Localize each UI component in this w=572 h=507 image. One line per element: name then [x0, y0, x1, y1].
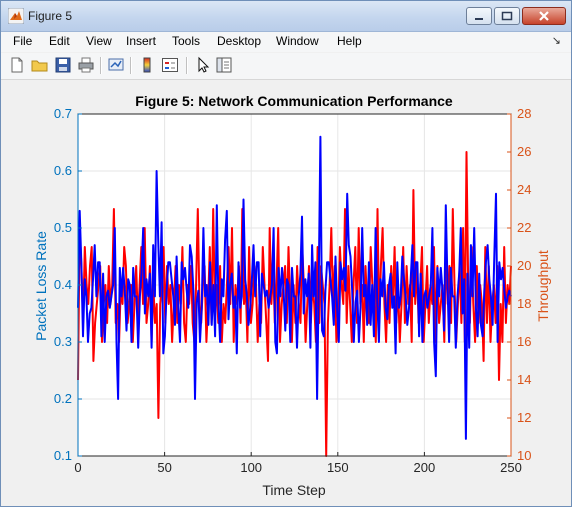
matlab-logo-icon	[8, 8, 24, 24]
right-y-axis-label: Throughput	[535, 250, 551, 322]
menu-desktop[interactable]: Desktop	[217, 34, 262, 48]
left-y-tick-label: 0.5	[54, 220, 72, 235]
title-bar[interactable]: Figure 5	[1, 1, 571, 32]
property-inspector-icon[interactable]	[215, 56, 233, 74]
maximize-icon	[501, 11, 513, 21]
left-y-axis-label: Packet Loss Rate	[33, 231, 49, 341]
x-tick-label: 0	[74, 460, 81, 475]
minimize-button[interactable]	[466, 7, 492, 25]
x-tick-label: 150	[327, 460, 349, 475]
left-y-tick-label: 0.2	[54, 391, 72, 406]
right-y-tick-label: 22	[517, 220, 531, 235]
open-file-icon[interactable]	[31, 56, 49, 74]
toolbar-separator	[186, 57, 188, 74]
print-icon[interactable]	[77, 56, 95, 74]
x-axis-label: Time Step	[262, 482, 325, 498]
x-tick-label: 100	[240, 460, 262, 475]
close-icon	[539, 11, 549, 21]
save-icon[interactable]	[54, 56, 72, 74]
left-y-tick-label: 0.1	[54, 448, 72, 463]
left-y-tick-label: 0.3	[54, 334, 72, 349]
pointer-icon[interactable]	[194, 56, 212, 74]
x-tick-label: 200	[414, 460, 436, 475]
right-y-tick-label: 28	[517, 106, 531, 121]
right-y-tick-label: 24	[517, 182, 531, 197]
menu-window[interactable]: Window	[276, 34, 319, 48]
x-axis: 0 50 100 150 200 250	[74, 452, 522, 475]
series-group	[77, 135, 512, 457]
x-tick-label: 250	[500, 460, 522, 475]
figure-canvas: 0 50 100 150 200 250 0.1 0.2 0.3 0.4 0.5 0.6 0.7 10…	[6, 81, 567, 501]
close-button[interactable]	[522, 7, 566, 25]
menu-insert[interactable]: Insert	[126, 34, 157, 48]
link-plot-icon[interactable]	[107, 56, 125, 74]
left-y-axis: 0.1 0.2 0.3 0.4 0.5 0.6 0.7	[54, 106, 82, 463]
window-title: Figure 5	[28, 9, 73, 23]
right-y-tick-label: 16	[517, 334, 531, 349]
menu-help[interactable]: Help	[337, 34, 362, 48]
menu-edit[interactable]: Edit	[49, 34, 70, 48]
toolbar-separator	[130, 57, 132, 74]
right-y-tick-label: 26	[517, 144, 531, 159]
chart-svg: 0 50 100 150 200 250 0.1 0.2 0.3 0.4 0.5 0.6 0.7 10…	[6, 81, 567, 501]
menu-file[interactable]: File	[13, 34, 33, 48]
dock-arrow-icon[interactable]: ↘	[551, 35, 561, 47]
right-y-axis: 10 12 14 16 18 20 22 24 26 28	[507, 106, 531, 463]
colorbar-icon[interactable]	[138, 56, 156, 74]
maximize-button[interactable]	[494, 7, 520, 25]
new-figure-icon[interactable]	[8, 56, 26, 74]
right-y-tick-label: 10	[517, 448, 531, 463]
left-y-tick-label: 0.7	[54, 106, 72, 121]
toolbar-separator	[100, 57, 102, 74]
toolbar	[1, 53, 571, 80]
menu-tools[interactable]: Tools	[172, 34, 201, 48]
x-tick-label: 50	[157, 460, 171, 475]
right-y-tick-label: 18	[517, 296, 531, 311]
minimize-icon	[475, 18, 483, 20]
left-y-tick-label: 0.6	[54, 163, 72, 178]
menu-bar: File Edit View Insert Tools Desktop Wind…	[1, 32, 571, 52]
right-y-tick-label: 12	[517, 410, 531, 425]
right-y-tick-label: 14	[517, 372, 531, 387]
chart-title: Figure 5: Network Communication Performa…	[135, 93, 453, 109]
right-y-tick-label: 20	[517, 258, 531, 273]
left-y-tick-label: 0.4	[54, 277, 72, 292]
legend-icon[interactable]	[161, 56, 179, 74]
menu-view[interactable]: View	[86, 34, 112, 48]
packet-loss-series-line[interactable]	[77, 135, 512, 440]
